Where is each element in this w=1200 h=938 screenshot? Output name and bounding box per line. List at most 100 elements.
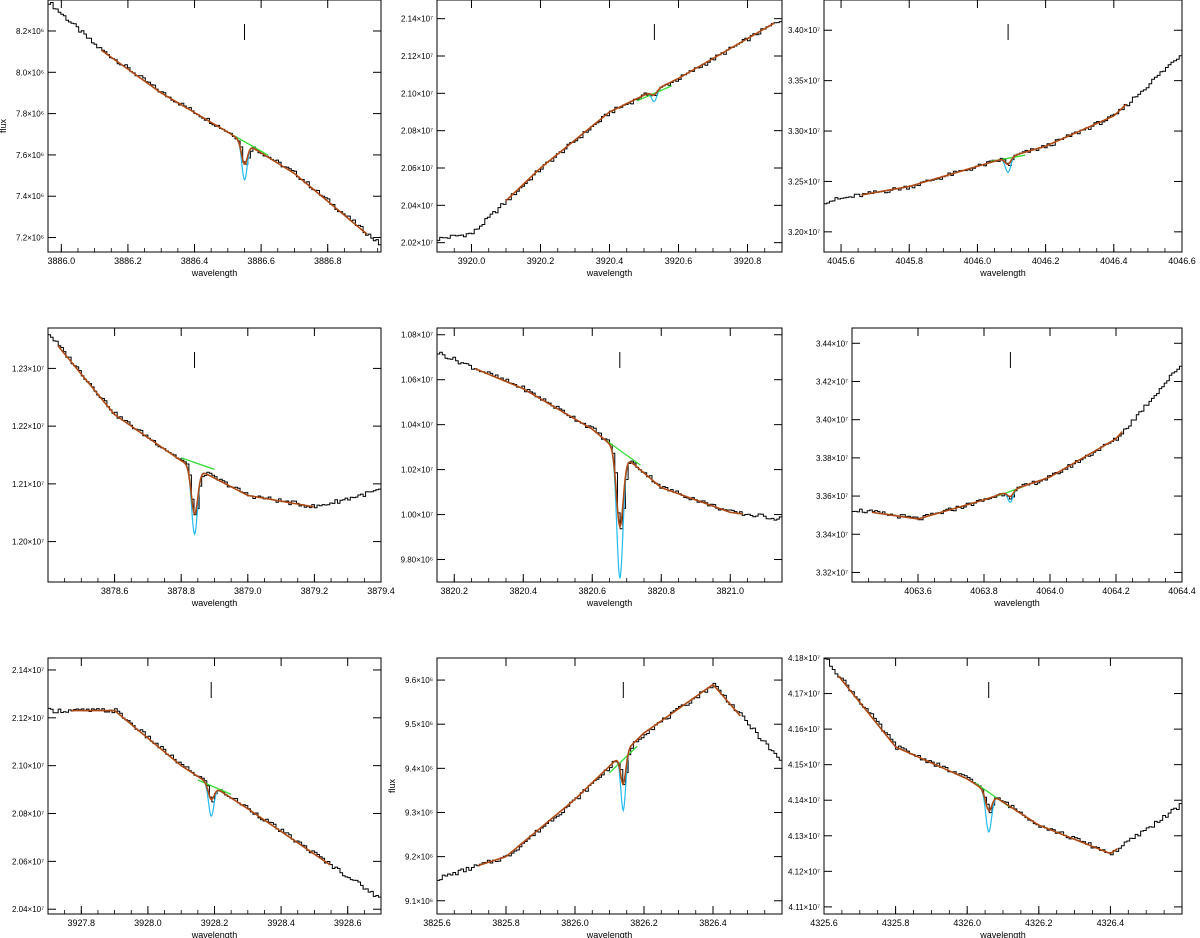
panel-9: 4325.6 4325.8 4326.0 4326.2 4326.4 4.11×10⁷ 4.… bbox=[788, 654, 1183, 938]
x-axis-label: wavelength bbox=[993, 598, 1040, 608]
total-fit-curve bbox=[478, 684, 741, 867]
x-tick-label: 4326.0 bbox=[953, 918, 981, 928]
x-tick-label: 3928.2 bbox=[201, 918, 229, 928]
y-tick-label: 3.32×10⁷ bbox=[816, 568, 848, 577]
y-tick-label: 2.14×10⁷ bbox=[12, 666, 44, 675]
y-tick-label: 1.20×10⁷ bbox=[12, 538, 44, 547]
total-fit-curve bbox=[100, 49, 368, 235]
observed-spectrum bbox=[824, 52, 1182, 205]
plot-frame bbox=[47, 657, 382, 915]
x-tick-label: 3821.0 bbox=[716, 586, 744, 596]
x-tick-label: 3825.6 bbox=[423, 918, 451, 928]
y-tick-label: 3.36×10⁷ bbox=[816, 492, 848, 501]
x-tick-label: 4046.6 bbox=[1168, 256, 1196, 266]
y-tick-label: 3.30×10⁷ bbox=[788, 127, 820, 136]
y-tick-label: 1.02×10⁷ bbox=[401, 466, 433, 475]
y-tick-label: 2.04×10⁷ bbox=[12, 905, 44, 914]
y-tick-label: 1.22×10⁷ bbox=[12, 422, 44, 431]
y-tick-label: 1.06×10⁷ bbox=[401, 376, 433, 385]
x-tick-label: 3886.0 bbox=[48, 256, 76, 266]
x-axis-label: wavelength bbox=[191, 268, 238, 278]
y-tick-label: 4.13×10⁷ bbox=[788, 832, 820, 841]
panel-1: 3886.0 3886.2 3886.4 3886.6 3886.8 7.2×10⁶ 7.4… bbox=[0, 0, 382, 278]
x-tick-label: 3886.4 bbox=[181, 256, 209, 266]
y-tick-label: 1.00×10⁷ bbox=[401, 511, 433, 520]
y-tick-label: 1.23×10⁷ bbox=[12, 364, 44, 373]
panel-4: 3878.6 3878.8 3879.0 3879.2 3879.4 1.20×10⁷ 1.… bbox=[12, 327, 395, 608]
x-tick-label: 4045.6 bbox=[827, 256, 855, 266]
x-tick-label: 3879.0 bbox=[234, 586, 262, 596]
plot-frame bbox=[823, 0, 1183, 253]
total-fit-curve bbox=[861, 103, 1127, 196]
y-tick-label: 4.18×10⁷ bbox=[788, 654, 820, 663]
x-axis-label: wavelength bbox=[979, 268, 1026, 278]
y-tick-label: 1.21×10⁷ bbox=[12, 480, 44, 489]
x-tick-label: 3920.6 bbox=[665, 256, 693, 266]
y-tick-label: 8.2×10⁶ bbox=[16, 27, 44, 36]
x-tick-label: 3878.6 bbox=[101, 586, 129, 596]
y-tick-label: 7.4×10⁶ bbox=[16, 192, 44, 201]
plot-frame bbox=[436, 657, 783, 915]
y-tick-label: 2.10×10⁷ bbox=[12, 762, 44, 771]
plot-frame bbox=[47, 327, 382, 583]
y-tick-label: 9.6×10⁶ bbox=[405, 676, 433, 685]
y-tick-label: 3.42×10⁷ bbox=[816, 377, 848, 386]
y-tick-label: 3.35×10⁷ bbox=[788, 77, 820, 86]
x-tick-label: 3820.6 bbox=[578, 586, 606, 596]
total-fit-curve bbox=[505, 22, 775, 202]
x-tick-label: 4325.6 bbox=[810, 918, 838, 928]
y-tick-label: 2.10×10⁷ bbox=[401, 89, 433, 98]
total-fit-curve bbox=[837, 675, 1119, 855]
observed-spectrum bbox=[437, 20, 782, 241]
y-tick-label: 3.38×10⁷ bbox=[816, 454, 848, 463]
total-fit-curve bbox=[474, 367, 744, 530]
x-axis-label: wavelength bbox=[586, 268, 633, 278]
x-tick-label: 4046.4 bbox=[1100, 256, 1128, 266]
x-tick-label: 4326.2 bbox=[1025, 918, 1053, 928]
y-tick-label: 4.17×10⁷ bbox=[788, 690, 820, 699]
x-tick-label: 3820.4 bbox=[509, 586, 537, 596]
y-tick-label: 2.14×10⁷ bbox=[401, 15, 433, 24]
x-tick-label: 3928.0 bbox=[134, 918, 162, 928]
y-tick-label: 2.06×10⁷ bbox=[401, 164, 433, 173]
x-tick-label: 4063.8 bbox=[970, 586, 998, 596]
y-tick-label: 2.04×10⁷ bbox=[401, 201, 433, 210]
y-tick-label: 2.12×10⁷ bbox=[12, 714, 44, 723]
x-tick-label: 3920.4 bbox=[596, 256, 624, 266]
y-tick-label: 3.20×10⁷ bbox=[788, 228, 820, 237]
x-tick-label: 4046.2 bbox=[1032, 256, 1060, 266]
observed-spectrum bbox=[437, 351, 782, 530]
panel-7: 3927.8 3928.0 3928.2 3928.4 3928.6 2.04×10⁷ 2.… bbox=[12, 657, 382, 938]
panel-3: 4045.6 4045.8 4046.0 4046.2 4046.4 4046.6 3.20… bbox=[788, 0, 1196, 278]
x-axis-label: wavelength bbox=[586, 930, 633, 938]
x-tick-label: 4064.4 bbox=[1168, 586, 1196, 596]
y-tick-label: 9.3×10⁶ bbox=[405, 808, 433, 817]
y-tick-label: 2.02×10⁷ bbox=[401, 239, 433, 248]
plot-frame bbox=[436, 0, 783, 253]
y-axis-label: flux bbox=[0, 119, 8, 134]
x-tick-label: 3879.4 bbox=[367, 586, 395, 596]
y-tick-label: 9.4×10⁶ bbox=[405, 764, 433, 773]
y-tick-label: 4.11×10⁷ bbox=[789, 903, 821, 912]
x-tick-label: 4063.6 bbox=[904, 586, 932, 596]
y-tick-label: 4.12×10⁷ bbox=[788, 867, 820, 876]
y-tick-label: 7.6×10⁶ bbox=[16, 151, 44, 160]
x-tick-label: 3928.6 bbox=[334, 918, 362, 928]
y-tick-label: 4.14×10⁷ bbox=[788, 796, 820, 805]
y-tick-label: 1.08×10⁷ bbox=[401, 331, 433, 340]
y-tick-label: 1.04×10⁷ bbox=[401, 421, 433, 430]
x-tick-label: 4325.8 bbox=[882, 918, 910, 928]
y-tick-label: 2.06×10⁷ bbox=[12, 857, 44, 866]
plot-frame bbox=[436, 327, 783, 583]
continuum-line bbox=[605, 439, 641, 466]
x-tick-label: 3920.2 bbox=[527, 256, 555, 266]
total-fit-curve bbox=[57, 345, 314, 516]
x-tick-label: 4045.8 bbox=[895, 256, 923, 266]
panel-8: 3825.6 3825.8 3826.0 3826.2 3826.4 9.1×10⁶ 9.2… bbox=[387, 657, 783, 938]
x-tick-label: 4326.4 bbox=[1097, 918, 1125, 928]
panel-2: 3920.0 3920.2 3920.4 3920.6 3920.8 2.02×10⁷ 2.… bbox=[401, 0, 783, 278]
continuum-line bbox=[197, 779, 232, 795]
line-model-curve bbox=[990, 151, 1026, 174]
